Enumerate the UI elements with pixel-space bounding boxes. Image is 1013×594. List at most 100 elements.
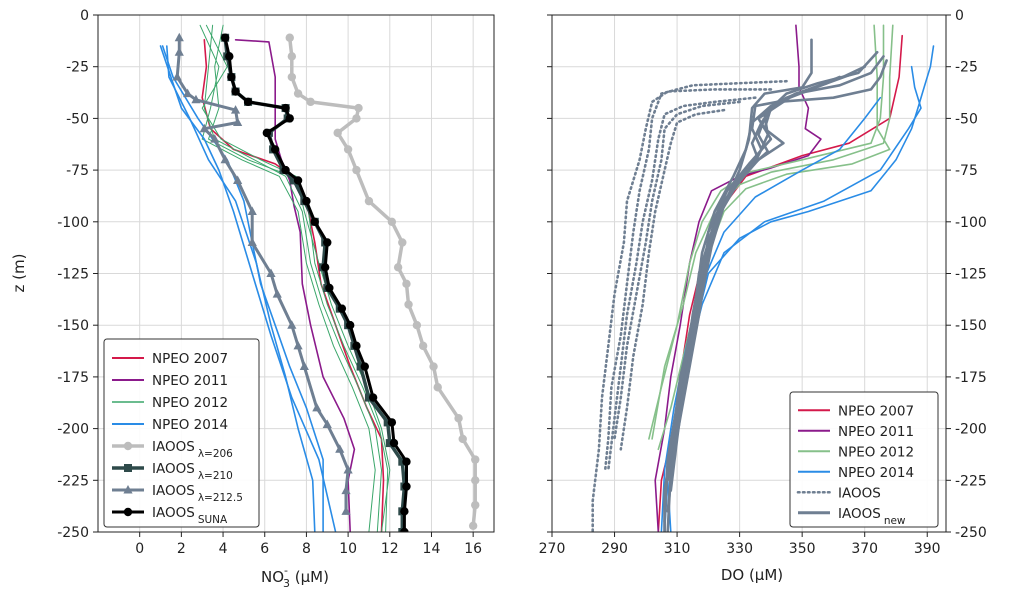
left-chart-legend-label-text: NPEO 2012	[152, 395, 228, 411]
left-chart-data-point	[293, 176, 303, 185]
left-chart-data-point	[281, 103, 290, 113]
left-chart-data-point	[287, 52, 297, 61]
left-chart-x-label-sup: -	[284, 564, 288, 577]
left-chart-plot-area	[159, 24, 480, 532]
left-chart-data-point	[225, 52, 234, 61]
left-chart-y-ticks: 0 -25 -50 -75 -100 -125 -150 -175 -200 -225 -250	[57, 8, 98, 541]
right-chart-legend-label-subscript: new	[884, 515, 906, 527]
right-chart-y-tick-label: -75	[955, 163, 978, 179]
left-chart-x-label-unit: (μM)	[290, 568, 329, 586]
right-chart-legend-label-text: IAOOS	[838, 485, 881, 501]
right-chart-y-tick-label: -175	[955, 370, 987, 386]
left-chart-legend-label: IAOOS λ=206	[152, 439, 233, 460]
left-chart-y-tick-label: -200	[57, 422, 89, 438]
right-chart-y-tick-label: -225	[955, 473, 987, 489]
left-chart-y-tick-label: -50	[66, 111, 89, 127]
left-chart-data-point	[172, 72, 182, 81]
left-chart-data-point	[174, 47, 184, 56]
left-chart-series-line-2	[203, 24, 382, 532]
left-chart-legend: NPEO 2007 NPEO 2011 NPEO 2012 NPEO 2014 IAOO…	[103, 338, 260, 528]
left-chart-legend-label: IAOOS SUNA	[152, 505, 228, 526]
left-chart-data-point	[312, 402, 322, 412]
left-chart-data-point	[210, 134, 220, 143]
right-chart-y-tick-label: -150	[955, 318, 987, 334]
left-chart-legend-label-text: NPEO 2014	[152, 417, 228, 433]
right-chart-series-line-9	[603, 79, 788, 472]
left-chart-x-tick-label: 0	[135, 541, 144, 557]
left-chart-data-point	[398, 238, 407, 247]
left-chart-y-tick-label: -175	[57, 370, 89, 386]
left-chart-x-tick-label: 4	[219, 541, 228, 557]
left-chart-data-point	[364, 196, 374, 206]
left-chart-series-line-8	[166, 45, 316, 532]
left-chart-legend-marker	[123, 507, 133, 517]
left-chart-data-point	[333, 128, 342, 138]
right-chart-y-ticks: 0 -25 -50 -75 -100 -125 -150 -175 -200 -225 -250	[547, 8, 987, 541]
right-chart-x-tick-label: 290	[601, 541, 628, 557]
left-chart-data-point	[262, 128, 272, 138]
left-chart-data-point	[404, 300, 413, 309]
left-chart-data-point	[323, 238, 332, 247]
left-chart-data-point	[393, 263, 403, 272]
left-chart-series-line-1	[234, 38, 356, 532]
left-chart-data-point	[360, 362, 369, 371]
left-chart-legend-label-subscript: λ=206	[198, 448, 233, 460]
right-chart-legend-box	[789, 391, 939, 528]
left-chart-data-point	[345, 321, 355, 330]
left-chart-data-point	[335, 444, 345, 453]
left-chart-data-point	[429, 362, 438, 371]
left-chart-legend-label-text: IAOOS	[152, 461, 195, 477]
left-chart-data-point	[220, 154, 230, 164]
left-chart-data-point	[230, 105, 241, 114]
right-chart-y-tick-label: -50	[955, 111, 978, 127]
left-chart-data-point	[310, 217, 319, 226]
left-chart-data-point	[191, 94, 201, 104]
right-chart-legend-label-text: NPEO 2014	[838, 465, 914, 481]
left-chart-data-point	[471, 500, 480, 510]
left-chart-data-point	[220, 33, 230, 42]
left-chart-data-point	[281, 165, 290, 175]
left-chart-data-point	[341, 485, 351, 495]
left-chart-data-point	[341, 506, 351, 515]
left-chart-legend-marker	[123, 441, 133, 451]
right-chart-legend-label: NPEO 2007	[838, 403, 914, 419]
left-chart-data-point	[471, 455, 480, 464]
right-chart-legend-label-text: NPEO 2011	[838, 424, 914, 440]
right-chart-series-line-7	[660, 96, 882, 532]
right-chart-legend-label-text: NPEO 2007	[838, 403, 914, 419]
left-chart-data-point	[293, 340, 303, 350]
left-chart-y-tick-label: 0	[80, 8, 89, 24]
left-chart-legend-label: NPEO 2014	[152, 417, 228, 433]
left-chart-data-point	[352, 165, 361, 175]
left-chart-x-tick-label: 14	[423, 541, 441, 557]
left-chart-data-point	[400, 507, 409, 516]
left-chart-data-point	[368, 393, 378, 402]
right-chart-series-line-12	[619, 108, 726, 451]
left-chart-x-label-sub: 3	[283, 577, 290, 590]
left-chart-data-point	[306, 97, 315, 107]
left-chart-data-point	[247, 206, 257, 215]
right-chart-series	[591, 24, 935, 532]
right-chart-legend-label-text: NPEO 2012	[838, 444, 914, 460]
left-chart-series-line-7	[159, 45, 337, 532]
left-chart-data-point	[402, 482, 411, 491]
left-chart-data-point	[400, 527, 409, 532]
right-chart-legend-label: IAOOS new	[838, 506, 906, 527]
left-chart-data-point	[270, 145, 280, 154]
left-chart-series	[159, 24, 480, 532]
right-chart-x-axis-label: DO (μM)	[721, 566, 783, 584]
left-chart-data-point	[247, 237, 257, 246]
left-chart-data-point	[285, 33, 294, 42]
left-chart-data-point	[299, 361, 309, 371]
left-chart-series-line-5	[201, 24, 391, 532]
left-chart-legend-label-text: IAOOS	[152, 505, 195, 521]
right-chart-y-tick-label: -125	[955, 267, 987, 283]
left-chart-data-point	[387, 418, 397, 427]
right-chart-series-line-2	[651, 24, 894, 440]
left-chart-y-tick-label: -225	[57, 473, 89, 489]
left-chart-data-point	[199, 123, 209, 133]
left-chart-data-point	[402, 457, 411, 466]
right-chart-legend-label: NPEO 2014	[838, 465, 914, 481]
left-chart-data-point	[433, 383, 442, 392]
left-chart-legend-label-text: NPEO 2007	[152, 351, 228, 367]
